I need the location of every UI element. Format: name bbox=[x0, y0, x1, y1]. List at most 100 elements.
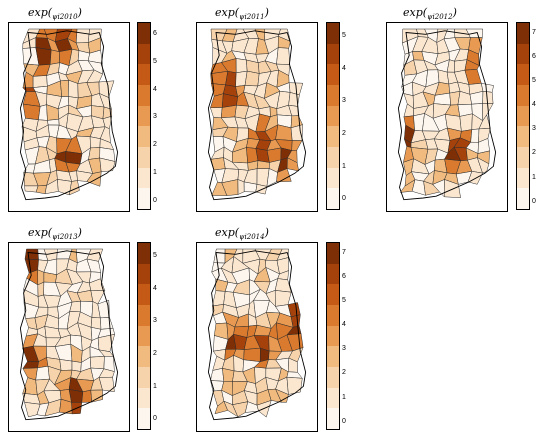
legend-tick-label: 6 bbox=[342, 272, 346, 280]
legend-tick-label: 6 bbox=[532, 52, 536, 60]
district-region bbox=[222, 367, 235, 382]
legend-tick-label: 3 bbox=[153, 113, 157, 121]
legend-swatch bbox=[138, 188, 150, 209]
district-region bbox=[100, 317, 114, 330]
legend-swatch bbox=[327, 167, 339, 189]
legend-swatch bbox=[327, 84, 339, 106]
legend-swatch bbox=[138, 366, 150, 388]
legend-swatch bbox=[138, 304, 150, 326]
district-region bbox=[89, 136, 101, 149]
map-frame-2012 bbox=[386, 22, 508, 212]
legend-swatch bbox=[517, 23, 529, 44]
district-region bbox=[244, 70, 260, 87]
legend-tick-label: 5 bbox=[153, 252, 157, 260]
legend-swatch bbox=[138, 263, 150, 285]
district-region bbox=[220, 105, 237, 119]
legend-swatch bbox=[138, 84, 150, 106]
legend-swatch bbox=[327, 64, 339, 85]
district-region bbox=[274, 278, 292, 293]
district-region bbox=[75, 28, 90, 44]
legend-tick-label: 2 bbox=[153, 349, 157, 357]
country-outline bbox=[19, 250, 119, 421]
legend-swatch bbox=[327, 43, 339, 65]
legend-tick-label: 3 bbox=[532, 125, 536, 133]
district-region bbox=[22, 361, 40, 369]
legend-tick-label: 4 bbox=[532, 101, 536, 109]
legend-color-bar bbox=[137, 22, 151, 210]
country-outline bbox=[19, 30, 119, 201]
legend-tick-label: 2 bbox=[342, 369, 346, 377]
legend-swatch bbox=[327, 366, 339, 388]
district-region bbox=[59, 359, 73, 371]
district-region bbox=[237, 179, 245, 195]
map-frame-2014 bbox=[196, 242, 318, 432]
legend-tick-label: 0 bbox=[342, 195, 346, 203]
legend-swatch bbox=[327, 243, 339, 264]
district-region bbox=[243, 347, 261, 362]
legend-color-bar bbox=[326, 242, 340, 430]
district-region bbox=[433, 92, 451, 106]
legend-tick-label: 4 bbox=[342, 321, 346, 329]
legend-tick-label: 0 bbox=[153, 415, 157, 423]
legend-swatch bbox=[138, 23, 150, 44]
district-region bbox=[71, 360, 82, 372]
legend-swatch bbox=[517, 188, 529, 209]
legend-swatch bbox=[517, 146, 529, 168]
district-region bbox=[98, 376, 115, 392]
legend-swatch bbox=[517, 84, 529, 106]
legend-swatch bbox=[327, 408, 339, 429]
legend-tick-label: 1 bbox=[342, 162, 346, 170]
district-region bbox=[459, 113, 473, 132]
district-region bbox=[276, 47, 291, 65]
legend-swatch bbox=[327, 387, 339, 409]
legend-swatch bbox=[517, 167, 529, 189]
legend-swatch bbox=[138, 167, 150, 189]
legend-swatch bbox=[517, 64, 529, 85]
district-region bbox=[35, 365, 50, 381]
district-region bbox=[22, 103, 41, 121]
legend-tick-label: 3 bbox=[342, 97, 346, 105]
legend-swatch bbox=[327, 146, 339, 168]
legend-swatch bbox=[517, 105, 529, 127]
district-region bbox=[235, 58, 248, 74]
legend-tick-label: 3 bbox=[342, 345, 346, 353]
legend-tick-label: 3 bbox=[153, 317, 157, 325]
legend-tick-label: 6 bbox=[153, 30, 157, 38]
district-region bbox=[470, 128, 480, 143]
legend-swatch bbox=[327, 23, 339, 44]
choropleth-map-2011 bbox=[207, 28, 307, 201]
choropleth-map-2014 bbox=[207, 248, 307, 421]
legend-swatch bbox=[327, 284, 339, 305]
legend-tick-label: 1 bbox=[153, 168, 157, 176]
district-region bbox=[32, 75, 48, 88]
district-region bbox=[213, 248, 226, 264]
legend-tick-label: 5 bbox=[342, 32, 346, 40]
district-region bbox=[88, 147, 101, 160]
legend-swatch bbox=[138, 146, 150, 168]
legend-swatch bbox=[138, 243, 150, 264]
legend-swatch bbox=[327, 325, 339, 347]
legend-tick-label: 5 bbox=[532, 76, 536, 84]
choropleth-map-2010 bbox=[19, 28, 119, 201]
map-frame-2010 bbox=[8, 22, 130, 212]
legend-swatch bbox=[517, 126, 529, 147]
district-region bbox=[81, 389, 93, 403]
district-region bbox=[47, 118, 60, 126]
district-region bbox=[60, 79, 69, 97]
panel-title-2013: exp(ψi2013) bbox=[28, 226, 82, 242]
country-outline bbox=[397, 30, 497, 201]
legend-swatch bbox=[517, 43, 529, 65]
legend-tick-label: 1 bbox=[532, 173, 536, 181]
legend-tick-label: 2 bbox=[342, 129, 346, 137]
panel-title-2012: exp(ψi2012) bbox=[403, 6, 457, 22]
legend-tick-label: 5 bbox=[153, 57, 157, 65]
district-region bbox=[467, 171, 483, 185]
district-region bbox=[443, 179, 461, 198]
district-region bbox=[286, 157, 300, 172]
legend-tick-label: 2 bbox=[153, 141, 157, 149]
legend-swatch bbox=[138, 408, 150, 429]
district-region bbox=[99, 157, 116, 173]
legend-swatch bbox=[138, 64, 150, 85]
legend-tick-label: 5 bbox=[342, 296, 346, 304]
legend-swatch bbox=[138, 105, 150, 127]
